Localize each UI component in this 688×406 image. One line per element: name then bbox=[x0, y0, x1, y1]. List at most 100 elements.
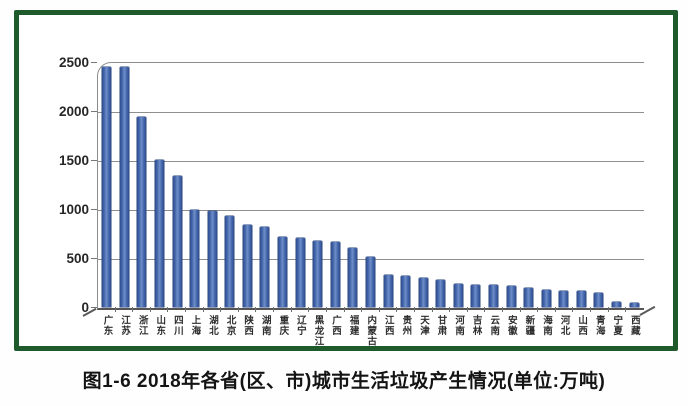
bar-广西 bbox=[330, 242, 340, 307]
y-tick-mark bbox=[91, 62, 97, 63]
bar-slot bbox=[256, 62, 274, 307]
x-label-slot: 辽宁 bbox=[291, 315, 309, 336]
bar-slot bbox=[168, 62, 186, 307]
x-tick-mark bbox=[98, 307, 116, 312]
bar-slot bbox=[98, 62, 116, 307]
x-tick-label-青海: 青海 bbox=[593, 315, 605, 336]
bar-陕西 bbox=[242, 224, 252, 307]
x-tick-label-江苏: 江苏 bbox=[119, 315, 131, 336]
bar-西藏 bbox=[629, 303, 639, 307]
bar-slot bbox=[186, 62, 204, 307]
figure-caption: 图1-6 2018年各省(区、市)城市生活垃圾产生情况(单位:万吨) bbox=[82, 371, 606, 392]
bar-slot bbox=[608, 62, 626, 307]
x-tick-label-甘肃: 甘肃 bbox=[435, 315, 447, 336]
bar-slot bbox=[414, 62, 432, 307]
bar-上海 bbox=[190, 210, 200, 307]
x-label-slot: 广西 bbox=[327, 315, 345, 336]
bar-湖南 bbox=[260, 227, 270, 307]
x-label-slot: 上海 bbox=[186, 315, 204, 336]
bar-辽宁 bbox=[295, 238, 305, 307]
x-label-slot: 海南 bbox=[537, 315, 555, 336]
x-tick-label-安徽: 安徽 bbox=[505, 315, 517, 336]
x-tick-mark bbox=[292, 307, 310, 312]
x-tick-mark bbox=[133, 307, 151, 312]
x-tick-mark bbox=[397, 307, 415, 312]
bar-青海 bbox=[594, 293, 604, 307]
bar-山西 bbox=[576, 291, 586, 307]
x-label-slot: 重庆 bbox=[274, 315, 292, 336]
chart-frame: 0 500 1000 1500 2000 2500 广东 江苏 浙江 山东 四川 上海 湖北 北京 陕西湖… bbox=[14, 10, 678, 351]
bar-福建 bbox=[348, 248, 358, 307]
x-tick-label-贵州: 贵州 bbox=[400, 315, 412, 336]
bar-浙江 bbox=[137, 116, 147, 307]
bar-贵州 bbox=[401, 276, 411, 307]
x-label-slot: 浙江 bbox=[133, 315, 151, 336]
x-tick-label-山东: 山东 bbox=[154, 315, 166, 336]
x-tick-mark bbox=[186, 307, 204, 312]
x-tick-label-江西: 江西 bbox=[382, 315, 394, 336]
bar-slot bbox=[203, 62, 221, 307]
x-label-slot: 云南 bbox=[485, 315, 503, 336]
x-label-slot: 广东 bbox=[98, 315, 116, 336]
x-label-slot: 内蒙古 bbox=[362, 315, 380, 347]
x-tick-label-四川: 四川 bbox=[171, 315, 183, 336]
x-tick-mark bbox=[274, 307, 292, 312]
x-label-slot: 北京 bbox=[221, 315, 239, 336]
x-tick-label-内蒙古: 内蒙古 bbox=[365, 315, 377, 347]
x-tick-mark bbox=[168, 307, 187, 312]
x-label-slot: 黑龙江 bbox=[309, 315, 327, 347]
x-axis-labels: 广东 江苏 浙江 山东 四川 上海 湖北 北京 陕西 湖南 重庆 辽宁 黑龙江 广西 福建 内蒙古 江西 贵州 天津… bbox=[98, 315, 643, 347]
x-tick-label-湖南: 湖南 bbox=[259, 315, 271, 336]
x-tick-label-福建: 福建 bbox=[347, 315, 359, 336]
bar-slot bbox=[239, 62, 257, 307]
x-tick-label-浙江: 浙江 bbox=[136, 315, 148, 336]
y-tick-label-2500: 2500 bbox=[58, 54, 89, 70]
x-label-slot: 山西 bbox=[573, 315, 591, 336]
bar-slot bbox=[573, 62, 591, 307]
bar-series bbox=[98, 62, 643, 307]
x-tick-mark bbox=[573, 307, 592, 312]
x-tick-label-云南: 云南 bbox=[488, 315, 500, 336]
x-label-slot: 江西 bbox=[379, 315, 397, 336]
bar-河北 bbox=[559, 290, 569, 307]
x-tick-mark bbox=[433, 307, 451, 312]
x-tick-mark bbox=[221, 307, 239, 312]
y-tick-mark bbox=[91, 258, 97, 259]
bar-slot bbox=[485, 62, 503, 307]
bar-海南 bbox=[541, 289, 551, 307]
x-label-slot: 天津 bbox=[414, 315, 432, 336]
x-tick-mark bbox=[538, 307, 556, 312]
bar-slot bbox=[274, 62, 292, 307]
bar-slot bbox=[221, 62, 239, 307]
y-tick-mark bbox=[91, 111, 97, 112]
bar-重庆 bbox=[278, 237, 288, 307]
x-label-slot: 安徽 bbox=[502, 315, 520, 336]
x-label-slot: 河南 bbox=[450, 315, 468, 336]
x-tick-mark bbox=[609, 307, 627, 312]
bar-云南 bbox=[489, 285, 498, 307]
bar-湖北 bbox=[207, 210, 217, 307]
x-label-slot: 青海 bbox=[590, 315, 608, 336]
x-label-slot: 四川 bbox=[168, 315, 186, 336]
gridline-2000 bbox=[98, 112, 644, 113]
bar-slot bbox=[590, 62, 608, 307]
x-tick-label-山西: 山西 bbox=[576, 315, 588, 336]
x-tick-label-新疆: 新疆 bbox=[523, 315, 535, 336]
gridline-1500 bbox=[98, 161, 644, 162]
x-tick-mark bbox=[468, 307, 486, 312]
bar-slot bbox=[151, 62, 169, 307]
y-tick-mark bbox=[91, 209, 97, 210]
x-label-slot: 福建 bbox=[344, 315, 362, 336]
x-tick-mark bbox=[556, 307, 574, 312]
bar-广东 bbox=[102, 66, 112, 307]
bar-slot bbox=[379, 62, 397, 307]
x-label-slot: 吉林 bbox=[467, 315, 485, 336]
x-tick-label-广东: 广东 bbox=[101, 315, 113, 336]
y-tick-label-2000: 2000 bbox=[58, 103, 89, 119]
x-tick-mark bbox=[450, 307, 468, 312]
x-tick-mark bbox=[380, 307, 398, 312]
bar-新疆 bbox=[524, 287, 534, 307]
x-tick-mark bbox=[521, 307, 539, 312]
bar-slot bbox=[291, 62, 309, 307]
y-tick-mark bbox=[91, 307, 97, 308]
